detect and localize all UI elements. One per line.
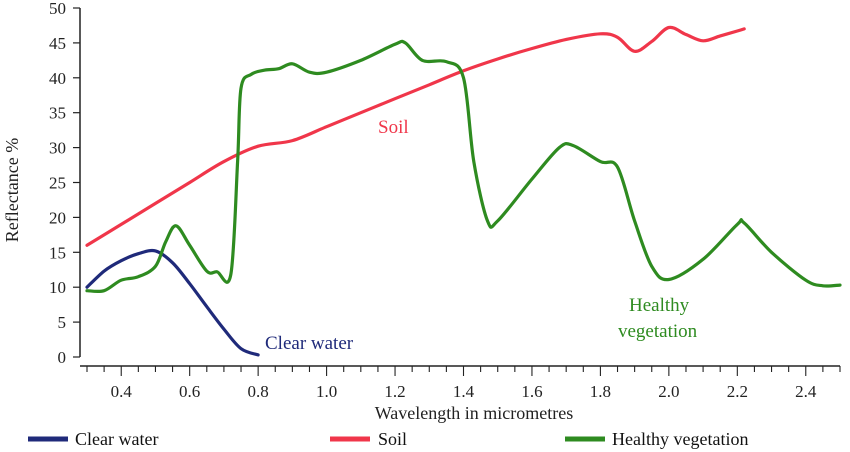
legend-label-healthy-vegetation: Healthy vegetation: [612, 429, 748, 449]
y-tick-label: 30: [49, 139, 66, 158]
y-tick-label: 25: [49, 174, 66, 193]
clear-water-annotation: Clear water: [265, 333, 354, 354]
x-tick-label: 1.0: [316, 382, 337, 401]
vegetation-annotation-line-2: vegetation: [618, 321, 698, 342]
y-tick-label: 10: [49, 278, 66, 297]
y-tick-label: 20: [49, 208, 66, 227]
x-tick-label: 0.8: [248, 382, 269, 401]
x-tick-label: 1.8: [590, 382, 611, 401]
y-tick-label: 15: [49, 243, 66, 262]
series-line-veg: [85, 39, 842, 294]
x-tick-label: 2.2: [727, 382, 748, 401]
series-line-soil: [85, 25, 746, 247]
y-tick-label: 5: [58, 313, 67, 332]
x-tick-label: 1.2: [384, 382, 405, 401]
x-tick-label: 0.6: [179, 382, 200, 401]
x-tick-label: 1.4: [453, 382, 475, 401]
legend: Clear water Soil Healthy vegetation: [28, 429, 748, 449]
x-axis-title: Wavelength in micrometres: [375, 403, 573, 423]
legend-label-soil: Soil: [378, 429, 407, 449]
x-tick-label: 0.4: [111, 382, 133, 401]
series-line-water: [85, 248, 260, 357]
legend-label-clear-water: Clear water: [75, 429, 158, 449]
series-layer: [85, 25, 842, 357]
x-tick-label: 2.0: [658, 382, 679, 401]
y-tick-label: 45: [49, 34, 66, 53]
x-axis-ticks: 0.4 0.6 0.8 1.0 1.2 1.4 1.6 1.8 2.0 2.2 2.4: [86, 366, 841, 401]
vegetation-annotation-line-1: Healthy: [629, 295, 690, 316]
y-tick-label: 50: [49, 0, 66, 18]
y-tick-label: 40: [49, 69, 66, 88]
y-tick-label: 0: [58, 348, 67, 367]
y-tick-label: 35: [49, 104, 66, 123]
soil-annotation: Soil: [378, 117, 409, 138]
x-tick-label: 1.6: [521, 382, 542, 401]
x-tick-label: 2.4: [795, 382, 817, 401]
y-axis-title: Reflectance %: [2, 138, 22, 242]
y-axis-ticks: 0 5 10 15 20 25 30 35 40 45 50: [49, 0, 80, 367]
